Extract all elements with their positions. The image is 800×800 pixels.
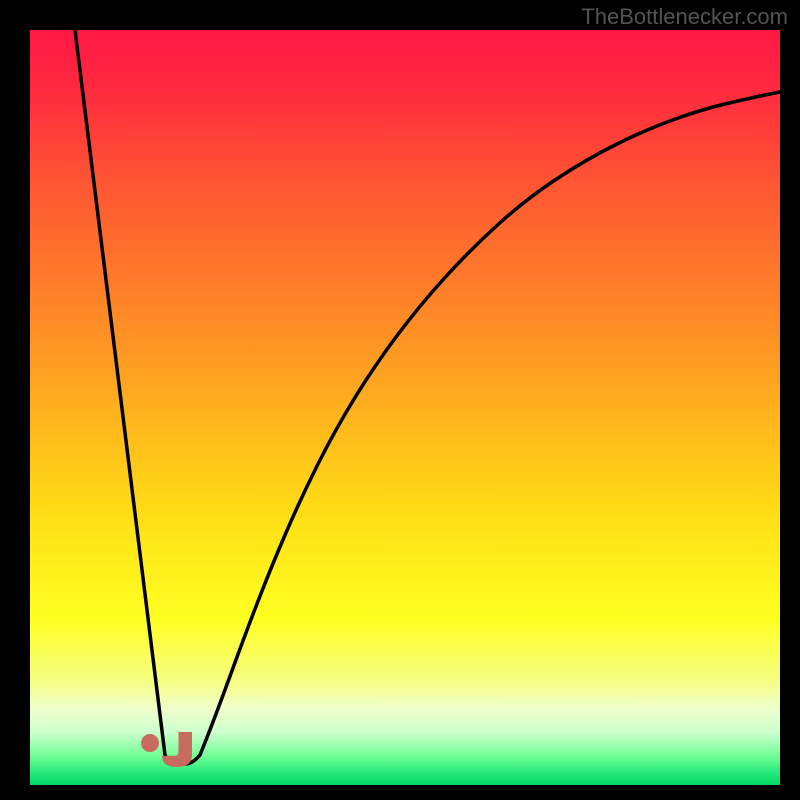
watermark-text: TheBottlenecker.com	[581, 4, 788, 30]
plot-area	[30, 30, 780, 785]
optimal-region-blob	[162, 732, 192, 767]
optimal-point-marker	[141, 734, 159, 752]
bottleneck-curve	[30, 30, 780, 785]
